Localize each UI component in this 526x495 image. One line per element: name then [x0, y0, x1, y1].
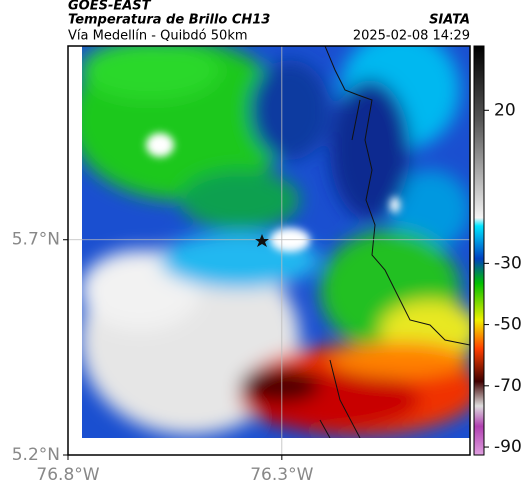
- colorbar-tick-label: -90: [494, 437, 522, 457]
- satellite-image: [82, 46, 470, 438]
- colorbar-tick-label: -70: [494, 376, 522, 396]
- y-tick-label: 5.7°N: [12, 230, 60, 250]
- source: GOES-EAST: [68, 0, 152, 14]
- subtitle: Vía Medellín - Quibdó 50km: [68, 29, 248, 44]
- title: Temperatura de Brillo CH13: [68, 13, 270, 28]
- x-tick-label: 76.3°W: [250, 465, 313, 485]
- brand: SIATA: [429, 13, 470, 28]
- colorbar-tick-label: -30: [494, 253, 522, 273]
- colorbar-tick-label: 20: [494, 100, 516, 120]
- map-frame: [67, 45, 471, 456]
- colorbar-tick-label: -50: [494, 315, 522, 335]
- location-marker: [255, 234, 269, 247]
- colorbar: [473, 45, 485, 456]
- y-tick-label: 5.2°N: [12, 445, 60, 465]
- border-line: [319, 46, 470, 438]
- x-tick-label: 76.8°W: [36, 465, 99, 485]
- datetime: 2025-02-08 14:29: [353, 29, 470, 44]
